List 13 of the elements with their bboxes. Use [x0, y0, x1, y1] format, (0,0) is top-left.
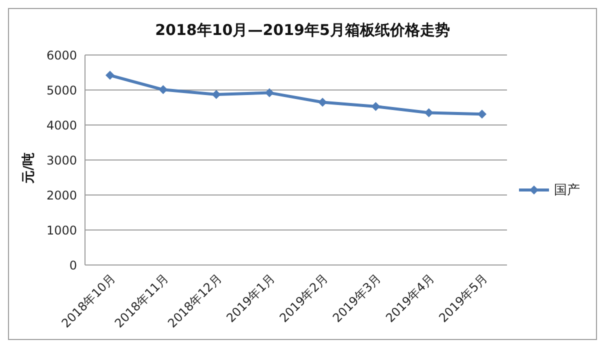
point: [212, 90, 221, 100]
y-tick-label: 3000: [46, 153, 77, 168]
legend-label: 国产: [554, 182, 580, 199]
y-tick-label: 2000: [46, 188, 77, 202]
y-axis-title: 元/吨: [20, 152, 38, 184]
y-tick-label: 1000: [46, 223, 77, 238]
y-tick-label: 0: [69, 258, 77, 272]
point: [106, 70, 114, 80]
y-tick-label: 5000: [46, 83, 77, 98]
chart-title: 2018年10月—2019年5月箱板纸价格走势: [154, 21, 451, 40]
y-tick-label: 4000: [46, 118, 77, 132]
y-tick-label: 6000: [46, 48, 77, 62]
point: [371, 102, 380, 111]
